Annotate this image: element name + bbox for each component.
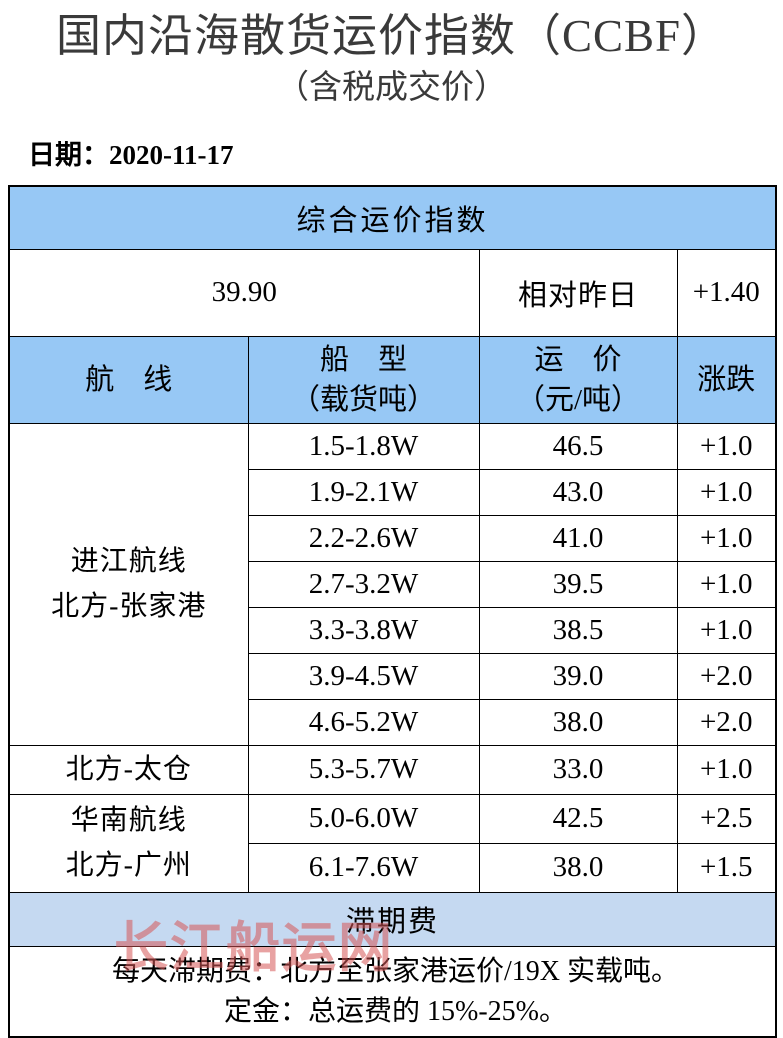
table-row: 华南航线 北方-广州 5.0-6.0W 42.5 +2.5 (8, 793, 777, 893)
column-header-change: 涨跌 (676, 335, 777, 424)
date-value: 2020-11-17 (109, 140, 234, 170)
ship-type-cell: 1.5-1.8W (247, 422, 480, 470)
price-header-line1: 运 价 (534, 343, 622, 376)
table-row: 3.9-4.5W 39.0 +2.0 (9, 652, 777, 700)
price-cell: 42.5 (478, 793, 678, 844)
ship-type-cell: 2.7-3.2W (247, 560, 480, 608)
table-row: 进江航线 北方-张家港 1.5-1.8W 46.5 +1.0 (8, 422, 777, 746)
date-label: 日期： (28, 140, 109, 170)
price-cell: 39.5 (478, 560, 678, 608)
demurrage-note-line1: 每天滞期费：北方至张家港运价/19X 实载吨。 (112, 955, 680, 987)
vs-yesterday-change: +1.40 (676, 248, 777, 337)
table-row: 1.9-2.1W 43.0 +1.0 (9, 468, 777, 516)
change-cell: +1.0 (676, 744, 777, 795)
ship-type-cell: 5.3-5.7W (247, 744, 480, 795)
change-cell: +2.0 (676, 652, 777, 700)
composite-index-header: 综合运价指数 (8, 185, 777, 250)
change-cell: +2.0 (676, 698, 777, 746)
ship-type-cell: 5.0-6.0W (247, 793, 480, 844)
page-subtitle: （含税成交价） (276, 70, 507, 106)
column-header-ship-type: 船 型 （载货吨） (247, 335, 480, 424)
table-row: 4.6-5.2W 38.0 +2.0 (9, 698, 777, 746)
table-row: 北方-太仓 5.3-5.7W 33.0 +1.0 (8, 744, 777, 795)
price-cell: 33.0 (478, 744, 678, 795)
table-row: 3.3-3.8W 38.5 +1.0 (9, 606, 777, 654)
route-line1: 进江航线 (70, 546, 187, 577)
demurrage-notes: 每天滞期费：北方至张家港运价/19X 实载吨。 定金：总运费的 15%-25%。 (8, 945, 777, 1037)
route-line2: 北方-张家港 (51, 591, 207, 622)
ship-type-cell: 6.1-7.6W (247, 842, 480, 893)
price-cell: 39.0 (478, 652, 678, 700)
price-header-line2: （元/吨） (515, 383, 641, 416)
price-cell: 38.5 (478, 606, 678, 654)
change-cell: +2.5 (676, 793, 777, 844)
column-header-route: 航 线 (8, 335, 249, 424)
route-line1: 华南航线 (70, 805, 187, 836)
demurrage-note-line2: 定金：总运费的 15%-25%。 (224, 995, 567, 1027)
route-cell-jinjiang: 进江航线 北方-张家港 (8, 422, 249, 746)
route-cell-huanan: 华南航线 北方-广州 (8, 793, 249, 893)
price-cell: 38.0 (478, 842, 678, 893)
price-cell: 46.5 (478, 422, 678, 470)
price-cell: 41.0 (478, 514, 678, 562)
freight-index-table: 综合运价指数 39.90 相对昨日 +1.40 航 线 船 型 （载货吨） 运 … (8, 185, 778, 1038)
ship-type-header-line1: 船 型 (319, 343, 407, 376)
price-cell: 38.0 (478, 698, 678, 746)
change-cell: +1.0 (676, 514, 777, 562)
route-line2: 北方-广州 (65, 850, 192, 881)
change-cell: +1.5 (676, 842, 777, 893)
table-row: 6.1-7.6W 38.0 +1.5 (9, 842, 777, 893)
page-title: 国内沿海散货运价指数（CCBF） (55, 11, 728, 61)
composite-index-value: 39.90 (8, 248, 480, 337)
date-line: 日期：2020-11-17 (28, 139, 234, 171)
ship-type-cell: 3.3-3.8W (247, 606, 480, 654)
ship-type-cell: 3.9-4.5W (247, 652, 480, 700)
change-cell: +1.0 (676, 606, 777, 654)
demurrage-header: 滞期费 (8, 891, 777, 947)
ship-type-cell: 1.9-2.1W (247, 468, 480, 516)
change-cell: +1.0 (676, 560, 777, 608)
route-line1: 北方-太仓 (65, 754, 192, 785)
route-cell-taicang: 北方-太仓 (8, 744, 249, 795)
change-cell: +1.0 (676, 422, 777, 470)
column-header-price: 运 价 （元/吨） (478, 335, 678, 424)
ship-type-cell: 4.6-5.2W (247, 698, 480, 746)
vs-yesterday-label: 相对昨日 (478, 248, 678, 337)
ship-type-header-line2: （载货吨） (290, 383, 436, 416)
ship-type-cell: 2.2-2.6W (247, 514, 480, 562)
price-cell: 43.0 (478, 468, 678, 516)
change-cell: +1.0 (676, 468, 777, 516)
